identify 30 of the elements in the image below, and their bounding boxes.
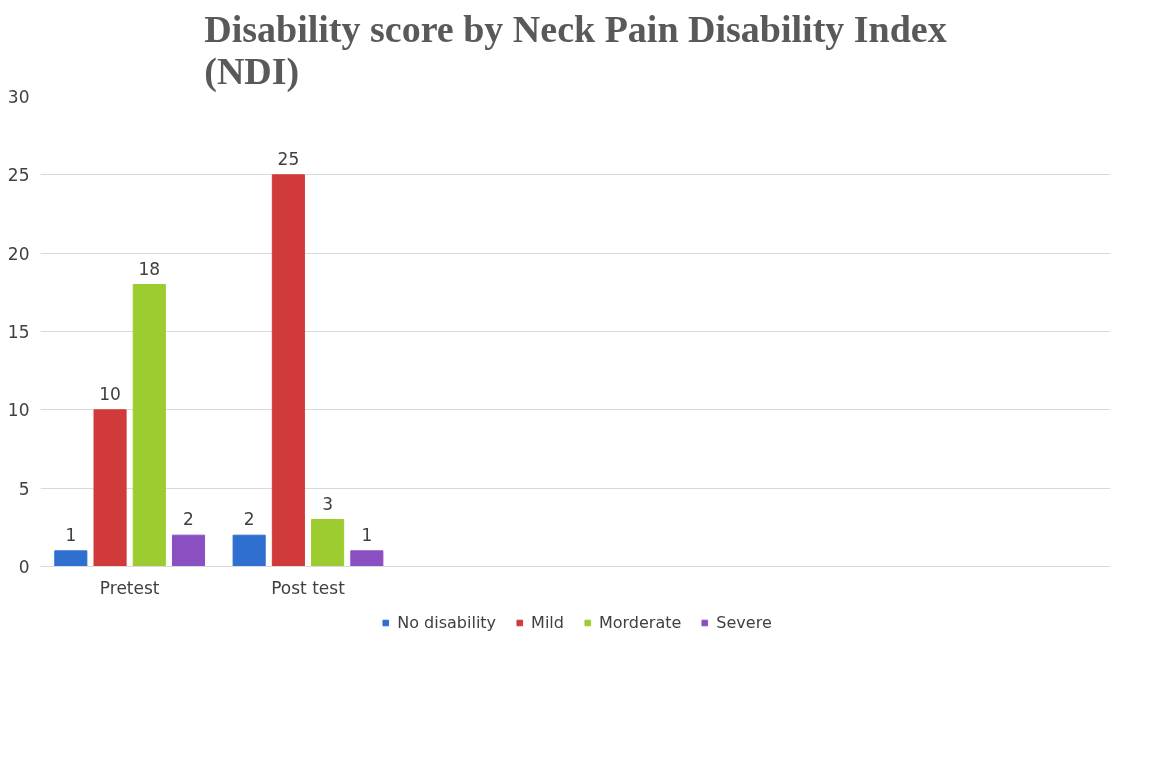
- x-tick-label: Post test: [271, 577, 346, 598]
- y-tick-label: 10: [7, 400, 30, 421]
- y-tick-label: 5: [18, 478, 30, 499]
- bar: [311, 519, 345, 567]
- data-label: 25: [277, 148, 300, 169]
- y-tick-label: 25: [7, 165, 30, 186]
- bar: [350, 550, 384, 567]
- legend-label: Severe: [716, 612, 772, 632]
- y-tick-label: 15: [7, 322, 30, 342]
- y-tick-label: 30: [7, 87, 30, 107]
- bar: [54, 550, 88, 567]
- bar: [232, 534, 266, 567]
- bar: [271, 174, 305, 567]
- data-label: 2: [243, 509, 255, 530]
- x-tick-label: Pretest: [99, 577, 160, 598]
- chart-title: Disability score by Neck Pain Disability Index (NDI): [204, 7, 947, 93]
- data-label: 1: [65, 524, 77, 545]
- bar: [93, 409, 127, 567]
- legend-label: Mild: [531, 612, 564, 632]
- data-label: 18: [138, 258, 161, 279]
- legend-label: Morderate: [598, 612, 682, 632]
- y-tick-label: 0: [18, 557, 30, 577]
- bar: [171, 534, 206, 567]
- bar: [132, 284, 166, 567]
- data-label: 10: [99, 383, 121, 404]
- data-label: 1: [361, 524, 373, 545]
- y-tick-label: 20: [7, 243, 30, 264]
- data-label: 2: [183, 509, 194, 530]
- legend-label: No disability: [397, 612, 497, 632]
- data-label: 3: [322, 493, 334, 514]
